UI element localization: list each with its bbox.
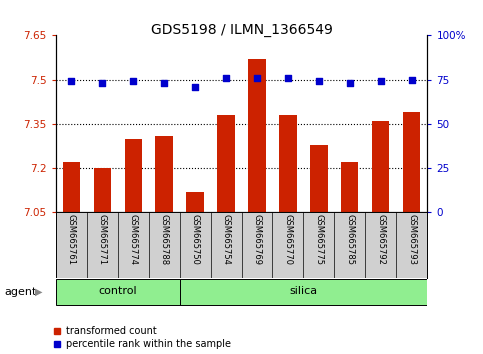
Bar: [186, 192, 203, 212]
Bar: [62, 162, 80, 212]
Text: GSM665785: GSM665785: [345, 215, 355, 266]
Point: [160, 80, 168, 86]
Bar: [311, 144, 327, 212]
Bar: [180, 279, 427, 305]
Text: GSM665793: GSM665793: [408, 215, 416, 266]
Point: [284, 75, 292, 81]
Point: [222, 75, 230, 81]
Point: [67, 79, 75, 84]
Text: GSM665788: GSM665788: [159, 215, 169, 266]
Text: GSM665775: GSM665775: [314, 215, 324, 266]
Bar: [125, 139, 142, 212]
Bar: [217, 115, 235, 212]
Point: [129, 79, 137, 84]
Point: [346, 80, 354, 86]
Text: control: control: [98, 286, 137, 297]
Bar: [372, 121, 389, 212]
Bar: [248, 59, 266, 212]
Text: agent: agent: [5, 287, 37, 297]
Point: [191, 84, 199, 90]
Legend: transformed count, percentile rank within the sample: transformed count, percentile rank withi…: [53, 326, 231, 349]
Text: GDS5198 / ILMN_1366549: GDS5198 / ILMN_1366549: [151, 23, 332, 37]
Text: GSM665774: GSM665774: [128, 215, 138, 266]
Bar: [341, 162, 358, 212]
Point: [377, 79, 385, 84]
Bar: [403, 112, 421, 212]
Bar: [156, 136, 172, 212]
Text: GSM665761: GSM665761: [67, 215, 75, 266]
Point: [408, 77, 416, 82]
Text: GSM665792: GSM665792: [376, 215, 385, 265]
Text: GSM665771: GSM665771: [98, 215, 107, 266]
Text: GSM665750: GSM665750: [190, 215, 199, 265]
Text: ▶: ▶: [35, 287, 43, 297]
Bar: [94, 168, 111, 212]
Point: [98, 80, 106, 86]
Point: [253, 75, 261, 81]
Bar: [280, 115, 297, 212]
Text: silica: silica: [289, 286, 317, 297]
Text: GSM665769: GSM665769: [253, 215, 261, 266]
Text: GSM665754: GSM665754: [222, 215, 230, 265]
Text: GSM665770: GSM665770: [284, 215, 293, 266]
Bar: [56, 279, 180, 305]
Point: [315, 79, 323, 84]
